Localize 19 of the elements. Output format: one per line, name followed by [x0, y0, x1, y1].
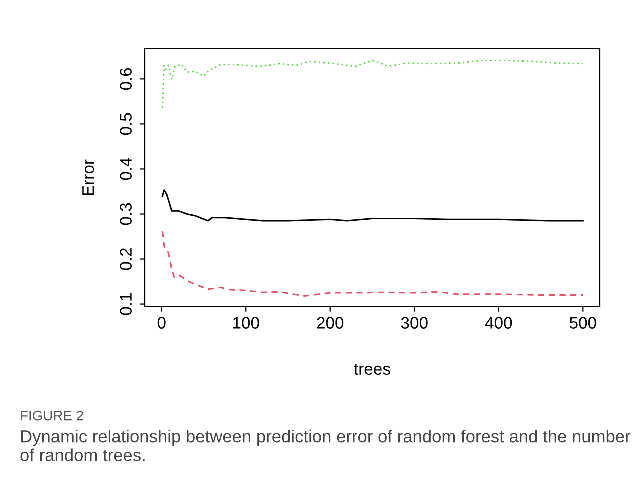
x-tick-label: 100 — [233, 317, 260, 329]
x-axis-title: trees — [354, 364, 390, 376]
y-tick-label: 0.5 — [120, 113, 132, 136]
line-series — [162, 60, 584, 109]
x-tick-label: 200 — [317, 317, 344, 329]
line-series — [162, 230, 584, 297]
y-tick-label: 0.6 — [120, 68, 132, 90]
x-tick-label: 300 — [401, 317, 428, 329]
x-tick-label: 400 — [485, 317, 512, 329]
line-series — [162, 190, 584, 222]
y-tick-label: 0.1 — [120, 294, 132, 316]
y-axis-title: Error — [82, 160, 94, 196]
y-tick-label: 0.4 — [120, 158, 132, 180]
x-tick-label: 500 — [570, 317, 596, 329]
x-tick-label: 0 — [158, 317, 166, 329]
caption: FIGURE 2 — [21, 410, 84, 421]
text: Dynamic relationship between prediction error of random forest and the number of random trees. — [20, 430, 631, 462]
y-tick-label: 0.2 — [120, 248, 132, 270]
y-tick-label: 0.3 — [120, 203, 132, 226]
